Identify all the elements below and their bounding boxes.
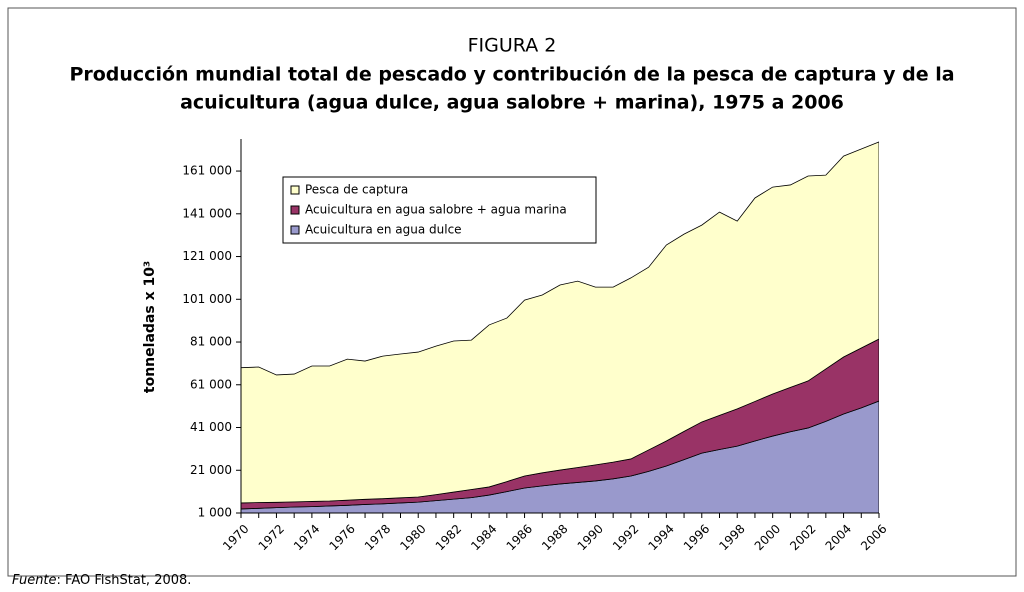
y-tick-label: 141 000 (182, 206, 232, 220)
legend-swatch (290, 185, 300, 195)
y-tick-label: 121 000 (182, 249, 232, 263)
x-tick-label: 1976 (326, 522, 357, 553)
y-tick-label: 61 000 (190, 377, 232, 391)
x-tick-label: 2004 (823, 522, 854, 553)
y-tick-label: 161 000 (182, 164, 232, 178)
y-tick-label: 1 000 (198, 506, 232, 520)
y-tick-label: 81 000 (190, 335, 232, 349)
areas (241, 141, 879, 513)
legend-swatch (290, 225, 300, 235)
x-tick-label: 1986 (504, 522, 535, 553)
x-tick-label: 2000 (752, 522, 783, 553)
x-tick-label: 1978 (362, 522, 393, 553)
figure-label: FIGURA 2 (468, 35, 557, 57)
legend-label: Pesca de captura (305, 183, 408, 197)
x-tick-label: 1982 (433, 522, 464, 553)
x-tick-label: 1970 (220, 522, 251, 553)
y-tick-label: 101 000 (182, 292, 232, 306)
y-axis-label: tonneladas x 10³ (142, 261, 158, 393)
x-tick-label: 1992 (610, 522, 641, 553)
x-tick-label: 1980 (397, 522, 428, 553)
source-text: : FAO FishStat, 2008. (57, 573, 192, 588)
chart-title: Producción mundial total de pescado y co… (69, 64, 954, 86)
x-tick-label: 1998 (716, 522, 747, 553)
x-tick-label: 2006 (858, 522, 889, 553)
x-tick-label: 1990 (575, 522, 606, 553)
x-tick-label: 1984 (468, 522, 499, 553)
x-tick-label: 1988 (539, 522, 570, 553)
x-tick-label: 1972 (256, 522, 287, 553)
chart-title: acuicultura (agua dulce, agua salobre + … (180, 92, 844, 114)
legend-swatch (290, 205, 300, 215)
legend-box (282, 176, 597, 244)
legend-label: Acuicultura en agua salobre + agua marin… (305, 203, 567, 217)
frame (7, 7, 1017, 577)
source: Fuente: FAO FishStat, 2008. (12, 573, 191, 588)
x-tick-label: 1994 (645, 522, 676, 553)
x-tick-label: 2002 (787, 522, 818, 553)
x-tick-label: 1974 (291, 522, 322, 553)
y-tick-label: 21 000 (190, 463, 232, 477)
source-label: Fuente (12, 573, 57, 588)
legend-label: Acuicultura en agua dulce (305, 223, 462, 237)
y-tick-label: 41 000 (190, 420, 232, 434)
x-tick-label: 1996 (681, 522, 712, 553)
area (241, 141, 879, 504)
